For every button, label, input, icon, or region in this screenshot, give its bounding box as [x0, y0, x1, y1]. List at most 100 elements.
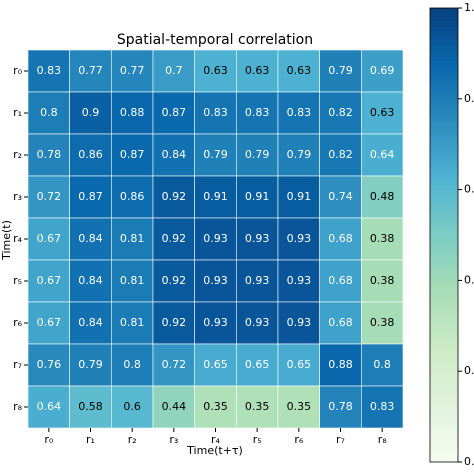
cell: [277, 133, 320, 177]
cell: [236, 133, 279, 177]
cell-label: 0.83: [245, 106, 270, 119]
cell: [236, 91, 279, 135]
cell: [319, 217, 362, 261]
cell: [194, 175, 237, 219]
cell: [319, 49, 362, 93]
cell-label: 0.38: [370, 274, 395, 287]
cell: [361, 133, 404, 177]
cell-label: 0.67: [37, 274, 62, 287]
cell-label: 0.92: [162, 274, 187, 287]
cell: [69, 175, 112, 219]
x-tick-label: r₃: [169, 433, 178, 446]
cell-label: 0.44: [162, 400, 187, 413]
cell-label: 0.82: [328, 148, 353, 161]
cell: [194, 49, 237, 93]
cell: [319, 385, 362, 429]
cell: [361, 259, 404, 303]
cell: [277, 259, 320, 303]
cell-label: 0.92: [162, 232, 187, 245]
cell: [319, 343, 362, 387]
cell: [236, 217, 279, 261]
cell-label: 0.72: [37, 190, 62, 203]
cell-label: 0.35: [245, 400, 270, 413]
cell-label: 0.77: [120, 64, 145, 77]
cell-label: 0.64: [37, 400, 62, 413]
cell-label: 0.68: [328, 316, 353, 329]
cell: [69, 343, 112, 387]
cell: [152, 91, 195, 135]
cell-label: 0.84: [78, 232, 103, 245]
y-tick-label: r₃: [13, 190, 22, 203]
cell: [152, 175, 195, 219]
cell: [69, 217, 112, 261]
cell-label: 0.81: [120, 232, 145, 245]
cell-label: 0.79: [328, 64, 353, 77]
cell-label: 0.79: [78, 358, 103, 371]
cell-label: 0.91: [245, 190, 270, 203]
cell-label: 0.65: [287, 358, 312, 371]
chart-title: Spatial-temporal correlation: [117, 32, 313, 48]
cell: [236, 49, 279, 93]
cell: [361, 175, 404, 219]
cell-label: 0.63: [370, 106, 395, 119]
cell: [27, 259, 70, 303]
cell-label: 0.93: [245, 316, 270, 329]
cell-label: 0.35: [203, 400, 228, 413]
cell-label: 0.79: [203, 148, 228, 161]
cell-label: 0.88: [328, 358, 353, 371]
cell-label: 0.87: [162, 106, 187, 119]
cell: [277, 301, 320, 345]
cell: [277, 49, 320, 93]
cell-label: 0.65: [245, 358, 270, 371]
cell-label: 0.48: [370, 190, 395, 203]
cell-label: 0.83: [37, 64, 62, 77]
cell-label: 0.68: [328, 232, 353, 245]
cell: [361, 301, 404, 345]
cell-label: 0.83: [370, 400, 395, 413]
cell: [152, 133, 195, 177]
cell: [152, 385, 195, 429]
cell-label: 0.65: [203, 358, 228, 371]
cell: [111, 259, 154, 303]
y-tick-label: r₈: [13, 400, 23, 413]
colorbar-tick-label: 0.8: [464, 92, 474, 105]
cell: [27, 133, 70, 177]
x-axis-label: Time(t+τ): [186, 444, 243, 457]
cell: [152, 301, 195, 345]
cell-label: 0.93: [203, 232, 228, 245]
colorbar-tick-label: 0.6: [464, 183, 474, 196]
cell-label: 0.77: [78, 64, 103, 77]
cell-label: 0.8: [373, 358, 391, 371]
cell: [277, 175, 320, 219]
cell-label: 0.81: [120, 274, 145, 287]
cell-label: 0.78: [328, 400, 353, 413]
cell: [277, 217, 320, 261]
cell-label: 0.38: [370, 232, 395, 245]
cell-label: 0.68: [328, 274, 353, 287]
cell: [194, 91, 237, 135]
colorbar-tick-label: 0.4: [464, 273, 474, 286]
cell: [152, 343, 195, 387]
cell-label: 0.84: [78, 316, 103, 329]
cell-label: 0.64: [370, 148, 395, 161]
cell-label: 0.8: [40, 106, 58, 119]
cell-label: 0.93: [287, 316, 312, 329]
cell-label: 0.74: [328, 190, 353, 203]
cell-label: 0.91: [287, 190, 312, 203]
y-axis-label: Time(t): [0, 220, 13, 261]
cell: [27, 301, 70, 345]
cell-label: 0.7: [165, 64, 183, 77]
cell-label: 0.78: [37, 148, 62, 161]
cell: [111, 217, 154, 261]
x-tick-label: r₇: [336, 433, 345, 446]
y-tick-label: r₄: [13, 232, 23, 245]
cell-label: 0.79: [245, 148, 270, 161]
cell-label: 0.92: [162, 316, 187, 329]
cell: [27, 343, 70, 387]
cell: [69, 91, 112, 135]
cell-label: 0.63: [287, 64, 312, 77]
y-tick-label: r₆: [13, 316, 23, 329]
cell-label: 0.63: [245, 64, 270, 77]
cell-label: 0.87: [78, 190, 103, 203]
cell: [319, 259, 362, 303]
